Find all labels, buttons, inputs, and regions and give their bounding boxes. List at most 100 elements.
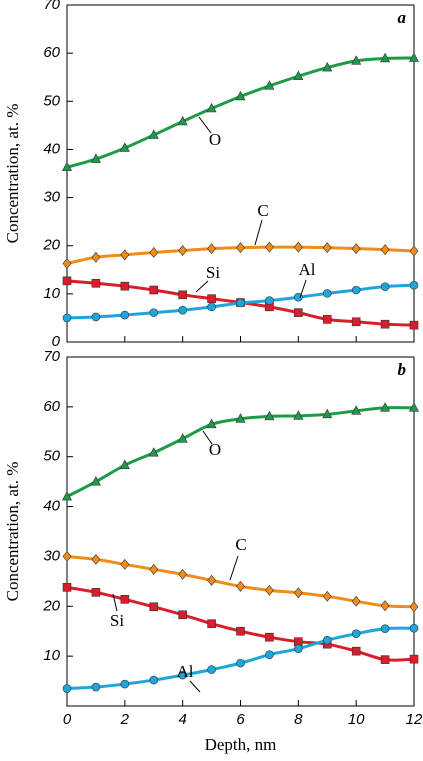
y-tick-label: 10 [43, 285, 60, 302]
marker [380, 402, 391, 412]
y-tick-label: 30 [43, 189, 60, 206]
marker [178, 568, 188, 580]
marker [177, 433, 188, 443]
marker [265, 241, 274, 253]
x-axis-label: Depth, nm [205, 735, 277, 754]
marker [294, 292, 303, 302]
marker [235, 413, 246, 423]
marker [148, 447, 159, 457]
y-tick-label: 60 [43, 44, 60, 61]
marker [91, 553, 101, 565]
label-leader [202, 430, 213, 445]
marker [120, 310, 130, 320]
y-tick-label: 60 [43, 398, 60, 415]
marker [178, 670, 187, 680]
marker [322, 289, 332, 298]
label-leader [189, 680, 201, 693]
marker [293, 587, 303, 599]
marker [62, 490, 72, 501]
y-axis-label: Concentration, at. % [3, 462, 22, 602]
series-line [66, 56, 415, 169]
marker [236, 580, 245, 592]
marker [207, 665, 216, 674]
marker [178, 290, 187, 300]
marker [207, 619, 216, 629]
marker [380, 600, 390, 612]
marker [149, 563, 159, 575]
marker [351, 595, 361, 607]
marker [120, 595, 130, 604]
marker [90, 476, 101, 486]
y-tick-label: 70 [43, 348, 60, 365]
y-tick-label: 40 [43, 140, 60, 157]
marker [409, 601, 419, 613]
marker [351, 55, 362, 65]
y-tick-label: 50 [43, 448, 60, 465]
series-label: C [235, 535, 246, 554]
marker [351, 629, 361, 639]
label-leader [229, 555, 239, 581]
marker [351, 243, 361, 255]
marker [380, 655, 390, 664]
y-tick-label: 40 [43, 498, 60, 515]
marker [236, 658, 245, 668]
marker [90, 153, 101, 163]
marker [294, 644, 303, 653]
marker [149, 246, 159, 258]
x-tick-label: 4 [178, 711, 186, 728]
marker [206, 418, 217, 429]
marker [351, 646, 361, 656]
marker [177, 115, 188, 126]
marker [91, 682, 101, 692]
series-label: C [257, 201, 268, 220]
marker [380, 52, 391, 63]
marker [207, 574, 216, 586]
marker [265, 296, 274, 305]
y-tick-label: 70 [43, 0, 60, 13]
marker [380, 282, 390, 291]
marker [322, 635, 332, 645]
marker [322, 315, 332, 324]
marker [149, 308, 159, 317]
marker [322, 408, 333, 419]
marker [409, 320, 419, 330]
label-leader [112, 593, 118, 612]
series-label: Si [110, 611, 124, 630]
label-leader [198, 116, 212, 134]
marker [62, 684, 72, 693]
x-tick-label: 8 [294, 711, 303, 728]
marker [62, 583, 72, 592]
series-label: Al [177, 662, 194, 681]
marker [380, 244, 390, 256]
x-tick-label: 12 [406, 711, 423, 728]
marker [120, 679, 130, 689]
marker [351, 317, 361, 327]
marker [380, 624, 390, 634]
marker [62, 313, 72, 323]
marker [120, 281, 130, 291]
marker [293, 241, 303, 253]
marker [207, 302, 216, 312]
marker [409, 654, 419, 664]
series-label: Si [206, 263, 220, 282]
series-line [66, 626, 415, 691]
marker [91, 312, 101, 322]
y-tick-label: 0 [52, 333, 61, 350]
marker [62, 258, 72, 270]
y-tick-label: 50 [43, 92, 60, 109]
marker [409, 245, 419, 257]
x-tick-label: 0 [63, 711, 72, 728]
marker [409, 623, 419, 633]
marker [409, 280, 419, 290]
series-label: O [209, 440, 221, 459]
marker [322, 242, 332, 254]
marker [294, 308, 303, 317]
x-tick-label: 2 [120, 711, 130, 728]
marker [265, 650, 274, 659]
marker [120, 558, 130, 570]
marker [293, 70, 304, 81]
marker [322, 590, 332, 602]
y-tick-label: 20 [42, 597, 60, 614]
marker [206, 102, 217, 113]
label-leader [299, 279, 307, 299]
